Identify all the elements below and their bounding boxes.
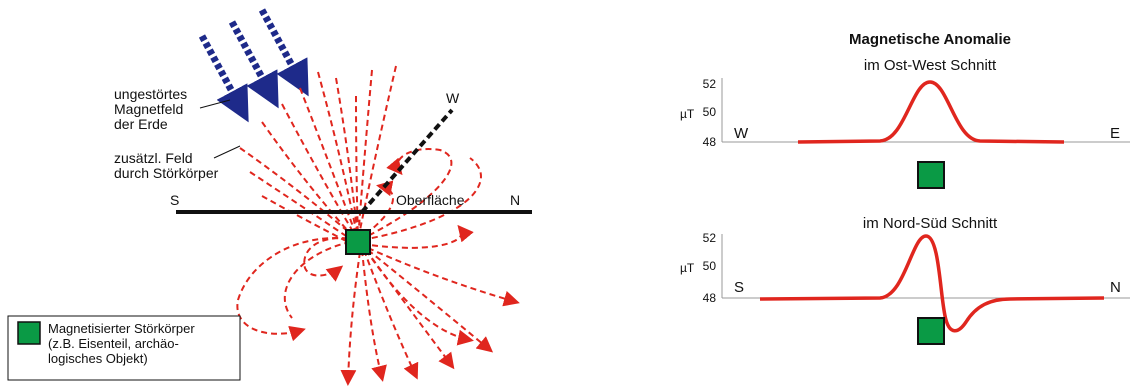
field-line [318,72,358,240]
field-line [366,250,470,340]
earth-field-arrow [262,10,302,84]
earth-field-label-line1: ungestörtes [114,86,187,102]
unit-label: µT [680,107,695,121]
disturbing-body [346,230,370,254]
unit-label: µT [680,261,695,275]
tick-label: 52 [703,231,717,245]
west-label: W [446,90,460,106]
tick-label: 52 [703,77,717,91]
tick-label: 50 [703,105,717,119]
earth-field-pointer [200,100,230,108]
earth-field-label-line3: der Erde [114,116,168,132]
field-line [336,78,358,240]
tick-label: 48 [703,135,717,149]
profile-subtitle: im Ost-West Schnitt [864,57,997,74]
tick-label: 48 [703,291,717,305]
extra-field-label-line1: zusätzl. Feld [114,150,193,166]
earth-field-label-line2: Magnetfeld [114,101,183,117]
profile-subtitle: im Nord-Süd Schnitt [863,215,998,232]
right-direction-label: N [1110,279,1121,296]
legend-line1: Magnetisierter Störkörper [48,321,195,336]
anomaly-field-lines [237,66,516,382]
field-loop [237,238,358,334]
profile-nord-sued: im Nord-Süd Schnitt 52 50 48 µT S N [680,215,1130,344]
disturbing-body-marker [918,318,944,344]
disturbing-body-marker [918,162,944,188]
left-diagram: ungestörtes Magnetfeld der Erde zusätzl.… [8,10,532,382]
right-direction-label: E [1110,125,1120,142]
surface-label: Oberfläche [396,192,465,208]
extra-field-pointer [214,146,240,158]
legend: Magnetisierter Störkörper (z.B. Eisentei… [8,316,240,380]
anomaly-curve [798,82,1064,142]
earth-field-arrow [232,22,272,96]
right-diagram: Magnetische Anomalie im Ost-West Schnitt… [680,31,1130,344]
anomaly-curve [760,236,1104,331]
field-line [358,70,372,240]
field-line [348,252,360,382]
legend-line3: logisches Objekt) [48,351,148,366]
field-line [300,88,358,240]
earth-field-arrow [202,36,242,110]
earth-field-arrows [202,10,302,110]
left-direction-label: S [734,279,744,296]
field-line [368,248,516,302]
profile-ost-west: im Ost-West Schnitt 52 50 48 µT W E [680,57,1130,188]
legend-line2: (z.B. Eisenteil, archäo- [48,336,179,351]
south-label: S [170,192,179,208]
north-label: N [510,192,520,208]
field-line [262,122,358,242]
tick-label: 50 [703,259,717,273]
field-line [250,172,355,242]
field-line [364,250,416,376]
extra-field-label-line2: durch Störkörper [114,165,219,181]
legend-body-swatch [18,322,40,344]
anomaly-title: Magnetische Anomalie [849,31,1011,48]
left-direction-label: W [734,125,749,142]
